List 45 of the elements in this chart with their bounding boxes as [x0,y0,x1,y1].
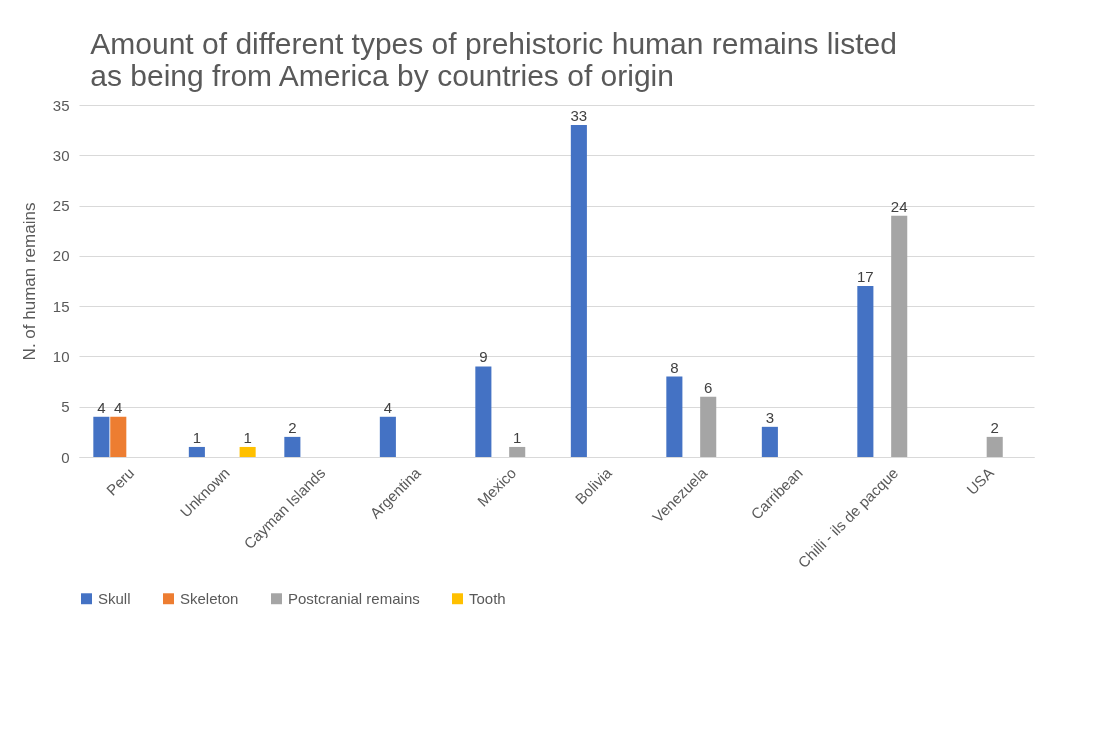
data-label: 9 [479,348,488,366]
bar [761,426,778,457]
bar [509,446,526,457]
bar [379,416,396,457]
y-axis-title: N. of human remains [19,202,39,361]
data-label: 33 [570,107,588,125]
data-label: 8 [670,358,679,376]
y-tick-label: 0 [61,448,70,466]
data-label: 3 [765,408,775,426]
bar [239,446,256,457]
y-tick-label: 25 [52,197,70,215]
bar [700,396,717,457]
y-tick-label: 35 [52,96,70,114]
data-label: 1 [243,428,252,446]
bar [475,366,492,457]
legend-label: Skeleton [180,589,239,607]
bar [891,215,908,457]
data-label: 4 [114,398,123,416]
y-tick-label: 10 [52,347,70,365]
data-label: 4 [383,398,393,416]
data-label: 24 [890,197,908,215]
data-label: 2 [990,418,999,436]
data-label: 4 [97,398,106,416]
legend-label: Skull [98,589,131,607]
bar [93,416,110,457]
legend-label: Postcranial remains [288,589,420,607]
y-tick-label: 15 [52,297,70,315]
y-tick-label: 30 [52,146,70,164]
bar [284,436,301,457]
legend-label: Tooth [469,589,506,607]
data-label: 1 [192,428,202,446]
y-tick-label: 5 [61,398,70,416]
y-tick-label: 20 [52,247,70,265]
data-label: 6 [704,378,713,396]
bar [986,436,1003,457]
bar [110,416,127,457]
chart-title: Amount of different types of prehistoric human remains listed as being from America by countries of origin [90,27,897,92]
x-tick-label: USA [963,464,997,498]
bar [666,376,683,457]
bar [857,286,874,457]
data-label: 2 [288,418,297,436]
bar [570,125,587,457]
data-label: 17 [857,268,874,286]
bar [188,446,205,457]
data-label: 1 [513,428,522,446]
